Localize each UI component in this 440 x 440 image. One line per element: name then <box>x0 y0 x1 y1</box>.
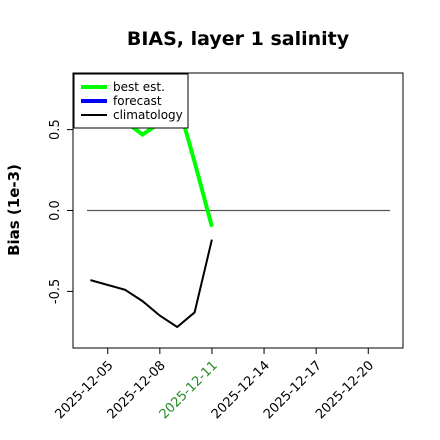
y-tick-label: -0.5 <box>48 279 63 304</box>
plot-area <box>87 96 390 329</box>
y-axis-label: Bias (1e-3) <box>5 164 23 256</box>
legend-label: best est. <box>113 80 165 94</box>
series-line-climatology <box>90 239 213 329</box>
legend-label: forecast <box>113 94 162 108</box>
y-tick-label: 0.5 <box>48 119 63 140</box>
y-tick-label: 0.0 <box>48 200 63 221</box>
legend-label: climatology <box>113 108 183 122</box>
chart-title: BIAS, layer 1 salinity <box>127 28 350 50</box>
